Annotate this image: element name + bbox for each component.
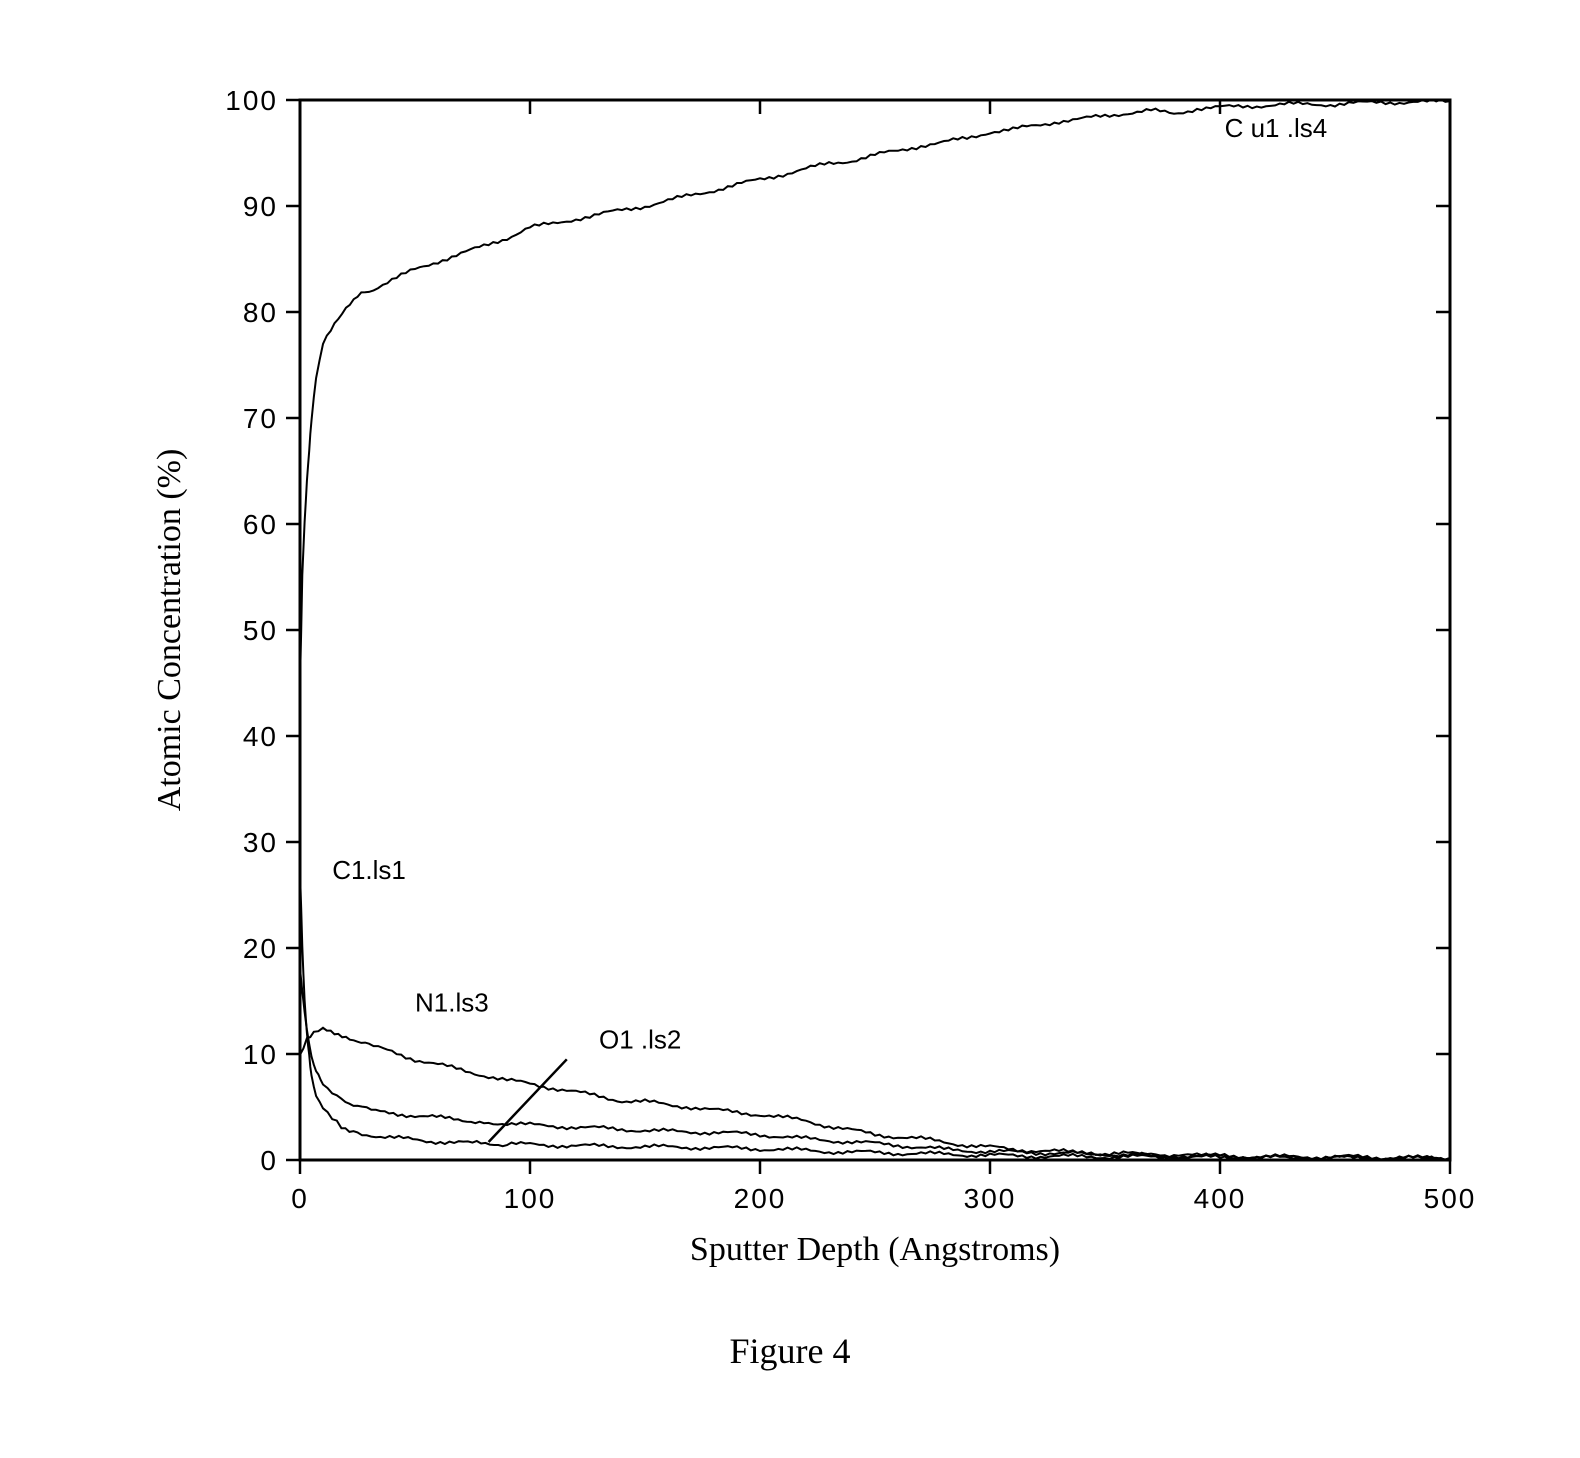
- series-N1.ls3: [300, 1028, 1450, 1161]
- y-tick-label: 20: [243, 933, 278, 964]
- series-label-C1.ls1: C1.ls1: [332, 855, 406, 885]
- y-tick-label: 70: [243, 403, 278, 434]
- y-tick-label: 0: [260, 1145, 278, 1176]
- x-tick-label: 0: [291, 1183, 309, 1214]
- y-tick-label: 50: [243, 615, 278, 646]
- y-tick-label: 80: [243, 297, 278, 328]
- y-tick-label: 60: [243, 509, 278, 540]
- series-label-N1.ls3: N1.ls3: [415, 988, 489, 1018]
- y-axis-label: Atomic Concentration (%): [151, 449, 188, 812]
- chart-svg: 0 100 200 300 400 500 0 10 20 30 40 50 60 70 80 90 100 Sp…: [130, 80, 1490, 1280]
- x-tick-label: 500: [1424, 1183, 1477, 1214]
- series-label-O1.ls2: O1 .ls2: [599, 1025, 681, 1055]
- x-axis-label: Sputter Depth (Angstroms): [690, 1231, 1060, 1268]
- y-tick-label: 90: [243, 191, 278, 222]
- y-tick-label: 10: [243, 1039, 278, 1070]
- y-tick-label: 30: [243, 827, 278, 858]
- x-tick-label: 200: [734, 1183, 787, 1214]
- label-indicator-line: [489, 1059, 567, 1142]
- series-label-Cu1.ls4: C u1 .ls4: [1225, 113, 1328, 143]
- page: { "chart": { "type": "line", "xlabel": "…: [0, 0, 1580, 1458]
- y-tick-label: 100: [225, 85, 278, 116]
- x-tick-label: 100: [504, 1183, 557, 1214]
- x-tick-label: 300: [964, 1183, 1017, 1214]
- series-Cu1.ls4: [300, 99, 1450, 682]
- y-tick-label: 40: [243, 721, 278, 752]
- depth-profile-chart: 0 100 200 300 400 500 0 10 20 30 40 50 60 70 80 90 100 Sp…: [130, 80, 1490, 1280]
- figure-caption: Figure 4: [0, 1330, 1580, 1372]
- x-tick-label: 400: [1194, 1183, 1247, 1214]
